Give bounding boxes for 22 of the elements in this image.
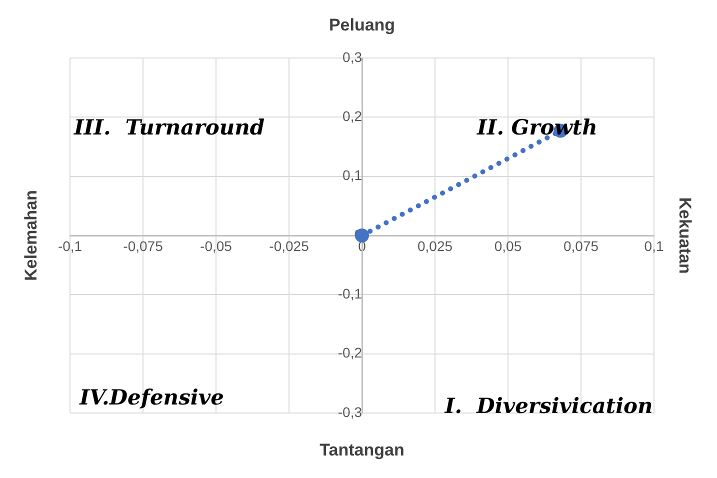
y-axis-title: Kelemahan	[22, 190, 41, 281]
y-tick-label: -0,1	[338, 286, 362, 302]
x-tick-label: 0,1	[644, 238, 664, 254]
y-tick-label: 0,1	[342, 167, 362, 184]
annotation: III. Turnaround	[72, 114, 265, 140]
y-tick-label: 0,3	[342, 48, 362, 65]
y-tick-label: -0,3	[338, 404, 362, 420]
x-tick-label: -0,075	[123, 238, 164, 254]
annotation: I. Diversivication	[444, 393, 653, 418]
annotation: II. Growth	[476, 114, 598, 140]
chart-title: Peluang	[328, 16, 396, 35]
x-tick-label: 0,05	[494, 238, 522, 254]
x-tick-label: 0,025	[417, 238, 453, 254]
y-tick-label: -0,2	[338, 344, 362, 361]
x-tick-label: -0,025	[269, 238, 310, 254]
y-tick-label: 0,2	[342, 108, 362, 124]
x-tick-label: 0,075	[563, 238, 599, 254]
x-tick-label: -0,05	[200, 238, 232, 254]
annotation: IV.Defensive	[78, 384, 224, 410]
x-axis-title: Tantangan	[320, 440, 404, 460]
x-tick-label: -0,1	[58, 238, 82, 254]
y2-axis-title: Kekuatan	[675, 197, 694, 274]
